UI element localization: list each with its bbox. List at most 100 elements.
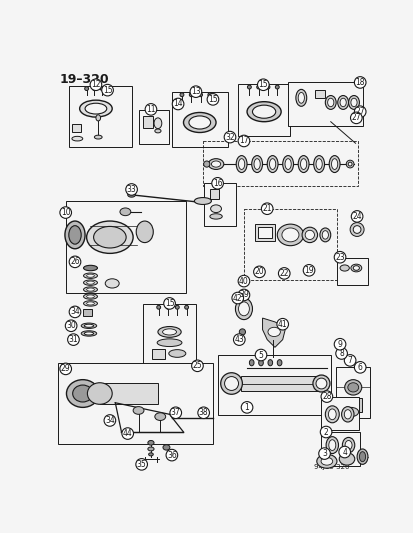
Circle shape (344, 354, 355, 366)
Ellipse shape (84, 324, 93, 327)
Ellipse shape (154, 118, 161, 128)
Text: 39: 39 (238, 290, 248, 300)
Bar (58, 363, 212, 445)
Text: 27: 27 (351, 114, 360, 123)
Ellipse shape (238, 159, 244, 169)
Ellipse shape (320, 457, 332, 465)
Circle shape (354, 106, 365, 117)
Ellipse shape (325, 406, 339, 423)
Ellipse shape (87, 383, 112, 405)
Ellipse shape (162, 329, 176, 335)
Ellipse shape (328, 156, 339, 173)
Text: 27: 27 (354, 107, 364, 116)
Text: 21: 21 (262, 204, 271, 213)
Circle shape (351, 211, 362, 222)
Text: 22: 22 (279, 269, 288, 278)
Bar (335, 367, 369, 418)
Ellipse shape (210, 205, 221, 213)
Ellipse shape (315, 378, 326, 389)
Bar (202, 141, 357, 185)
Text: 29: 29 (61, 365, 70, 374)
Ellipse shape (208, 159, 223, 169)
Bar (287, 83, 362, 126)
Ellipse shape (147, 440, 154, 445)
Bar (240, 376, 318, 391)
Ellipse shape (315, 159, 321, 169)
Ellipse shape (352, 225, 360, 233)
Bar (320, 397, 358, 431)
Ellipse shape (127, 192, 135, 197)
Ellipse shape (342, 438, 354, 453)
Text: 11: 11 (146, 105, 155, 114)
Bar (320, 432, 359, 466)
Circle shape (169, 407, 181, 418)
Text: 9: 9 (337, 340, 342, 349)
Ellipse shape (345, 160, 353, 168)
Text: 18: 18 (355, 78, 364, 87)
Text: 24: 24 (351, 212, 361, 221)
Ellipse shape (249, 360, 254, 366)
Text: 6: 6 (357, 363, 362, 372)
Circle shape (320, 426, 331, 438)
Ellipse shape (86, 288, 94, 291)
Circle shape (224, 131, 235, 143)
Bar (69, 85, 132, 147)
Ellipse shape (349, 223, 363, 237)
Ellipse shape (69, 225, 81, 244)
Ellipse shape (339, 265, 349, 271)
Ellipse shape (84, 332, 93, 335)
Circle shape (206, 94, 218, 105)
Ellipse shape (321, 231, 328, 239)
Text: 3: 3 (321, 449, 326, 458)
Text: 14: 14 (173, 100, 183, 109)
Ellipse shape (96, 115, 100, 121)
Circle shape (121, 428, 133, 439)
Bar (143, 304, 195, 367)
Ellipse shape (83, 273, 97, 278)
Ellipse shape (73, 385, 93, 402)
Text: 4: 4 (342, 448, 346, 457)
Ellipse shape (66, 379, 99, 407)
Text: 37: 37 (171, 408, 180, 417)
Ellipse shape (344, 440, 351, 450)
Text: 15: 15 (102, 86, 112, 95)
Bar (336, 258, 367, 285)
Circle shape (166, 449, 177, 461)
Ellipse shape (331, 159, 337, 169)
Text: 35: 35 (136, 460, 146, 469)
Text: 12: 12 (91, 80, 100, 89)
Bar (314, 90, 325, 98)
Ellipse shape (136, 221, 153, 243)
Ellipse shape (183, 112, 216, 133)
Ellipse shape (184, 305, 188, 309)
Ellipse shape (236, 156, 247, 173)
Text: 13: 13 (191, 87, 200, 96)
Ellipse shape (247, 102, 280, 122)
Ellipse shape (93, 227, 126, 248)
Circle shape (333, 338, 345, 350)
Text: 2: 2 (323, 427, 328, 437)
Ellipse shape (254, 159, 260, 169)
Ellipse shape (347, 383, 358, 392)
Ellipse shape (83, 294, 97, 299)
Ellipse shape (105, 279, 119, 288)
Ellipse shape (282, 156, 293, 173)
Ellipse shape (295, 90, 306, 106)
Ellipse shape (297, 92, 304, 103)
Ellipse shape (344, 410, 351, 419)
Bar (66, 201, 185, 294)
Text: 15: 15 (208, 95, 217, 104)
Ellipse shape (220, 373, 242, 394)
Bar (72, 124, 81, 132)
Circle shape (233, 334, 244, 345)
Ellipse shape (339, 98, 345, 107)
Ellipse shape (79, 100, 112, 117)
Circle shape (254, 349, 266, 361)
Ellipse shape (148, 453, 153, 456)
Ellipse shape (269, 159, 275, 169)
Circle shape (69, 256, 81, 268)
Circle shape (261, 203, 272, 214)
Bar (237, 84, 290, 136)
Bar (139, 110, 169, 144)
Text: 10: 10 (61, 208, 70, 217)
